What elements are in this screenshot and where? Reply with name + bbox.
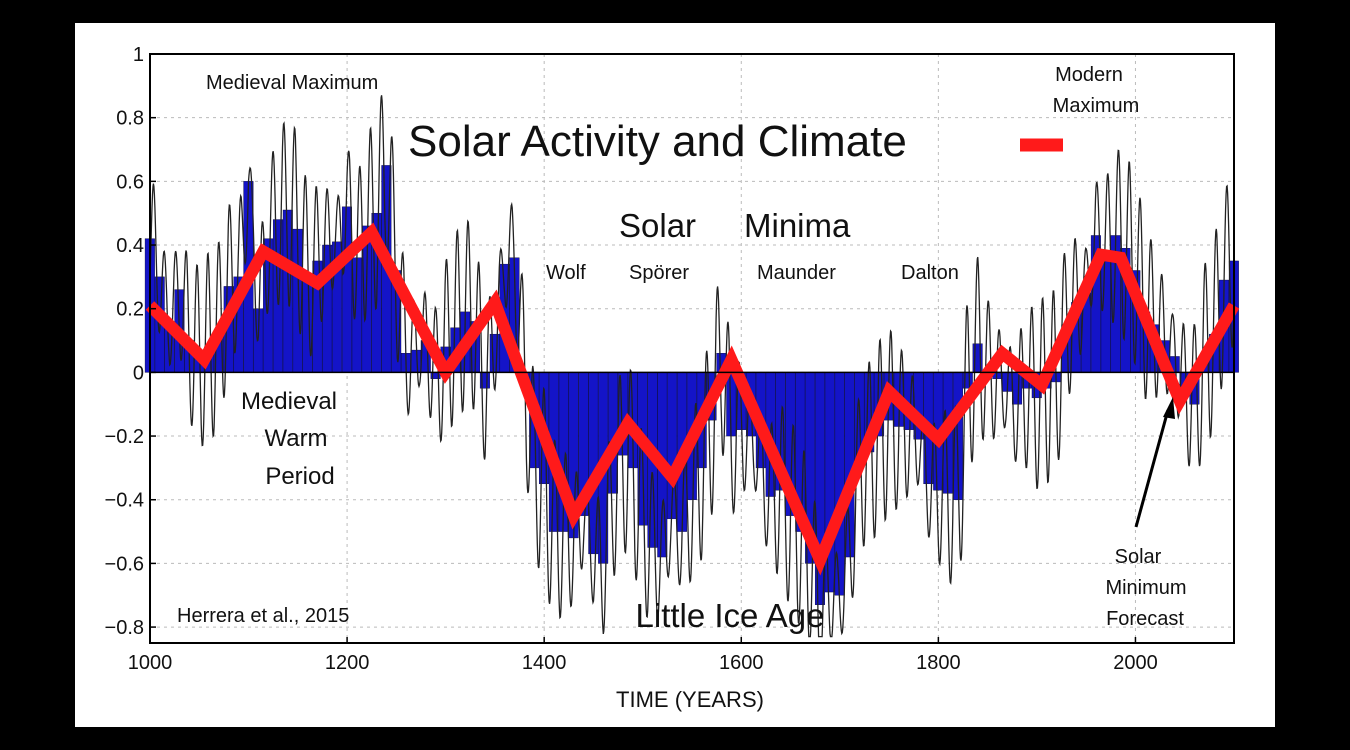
y-axis: 1 0.8 0.6 0.4 0.2 0 −0.2 −0.4 −0.6 −0.8 xyxy=(105,44,156,639)
x-tick-label: 1000 xyxy=(128,652,173,674)
y-tick-label: 0.2 xyxy=(116,299,144,321)
annotation-modern-maximum-line2: Maximum xyxy=(1053,95,1140,117)
plot-frame xyxy=(149,53,1235,644)
bar xyxy=(489,333,500,373)
annotation-forecast-line2: Minimum xyxy=(1105,577,1186,599)
y-tick-label: −0.6 xyxy=(105,553,144,575)
annotation-wolf: Wolf xyxy=(546,262,586,284)
annotation-medieval-warm-line2: Warm xyxy=(264,425,327,452)
bar xyxy=(341,206,352,373)
x-axis: 1000 1200 1400 1600 1800 2000 xyxy=(128,637,1158,674)
annotation-modern-maximum-line1: Modern xyxy=(1055,64,1123,86)
x-tick-label: 1800 xyxy=(916,652,961,674)
bar xyxy=(834,372,845,596)
source-credit: Herrera et al., 2015 xyxy=(177,605,349,627)
y-tick-label: 1 xyxy=(133,44,144,66)
x-axis-label: TIME (YEARS) xyxy=(616,687,764,712)
y-tick-label: −0.4 xyxy=(105,490,144,512)
annotation-forecast-line1: Solar xyxy=(1115,546,1162,568)
annotation-medieval-maximum: Medieval Maximum xyxy=(206,72,378,94)
y-tick-label: −0.2 xyxy=(105,426,144,448)
annotation-little-ice-age: Little Ice Age xyxy=(636,597,825,634)
x-tick-label: 2000 xyxy=(1113,652,1158,674)
y-tick-label: −0.8 xyxy=(105,617,144,639)
bar xyxy=(302,276,313,373)
bar xyxy=(1012,372,1023,405)
bar xyxy=(1100,251,1111,373)
chart-panel: 1 0.8 0.6 0.4 0.2 0 −0.2 −0.4 −0.6 −0.8 1000 1200 1… xyxy=(75,23,1275,727)
x-tick-label: 1400 xyxy=(522,652,567,674)
annotation-dalton: Dalton xyxy=(901,262,959,284)
annotation-solar-minima-line2: Minima xyxy=(744,207,851,244)
y-tick-label: 0 xyxy=(133,362,144,384)
forecast-arrow xyxy=(1134,409,1170,528)
chart-svg: 10.80.60.40.20−0.2−0.4−0.6−0.8 1000 1200 1… xyxy=(105,44,1240,712)
annotation-solar-minima-line1: Solar xyxy=(619,207,696,244)
y-tick-label: 0.6 xyxy=(116,171,144,193)
annotation-medieval-warm-line3: Period xyxy=(265,463,334,490)
climate-line xyxy=(145,222,1240,576)
annotation-maunder: Maunder xyxy=(757,262,836,284)
y-tick-label: 0.4 xyxy=(116,235,144,257)
annotation-forecast-line3: Forecast xyxy=(1106,608,1184,630)
x-tick-label: 1200 xyxy=(325,652,370,674)
annotation-sporer: Spörer xyxy=(629,262,689,284)
y-tick-label: 0.8 xyxy=(116,108,144,130)
x-tick-label: 1600 xyxy=(719,652,764,674)
bar xyxy=(410,349,421,373)
annotation-medieval-warm-line1: Medieval xyxy=(241,388,337,415)
forecast-arrowhead xyxy=(1163,397,1175,419)
chart-title: Solar Activity and Climate xyxy=(408,117,907,166)
